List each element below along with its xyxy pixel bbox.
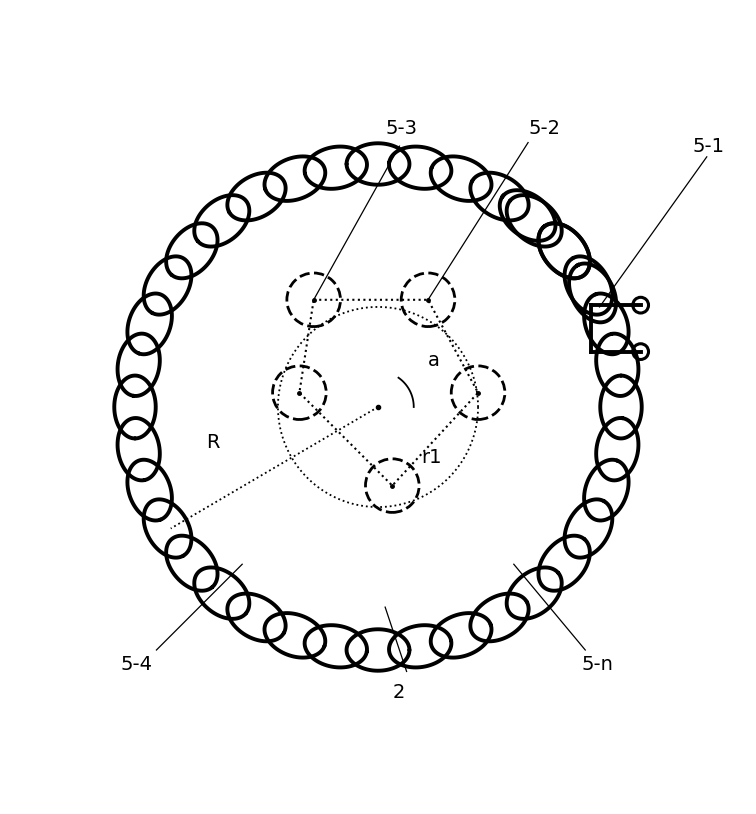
Text: R: R bbox=[206, 433, 220, 453]
Text: r1: r1 bbox=[421, 448, 442, 466]
Text: 5-n: 5-n bbox=[581, 654, 614, 674]
Text: 5-2: 5-2 bbox=[528, 119, 560, 138]
Text: 5-4: 5-4 bbox=[121, 654, 153, 674]
Text: 5-1: 5-1 bbox=[692, 137, 724, 155]
Text: a: a bbox=[428, 351, 440, 370]
Text: 5-3: 5-3 bbox=[385, 119, 417, 138]
Text: 2: 2 bbox=[392, 684, 404, 702]
